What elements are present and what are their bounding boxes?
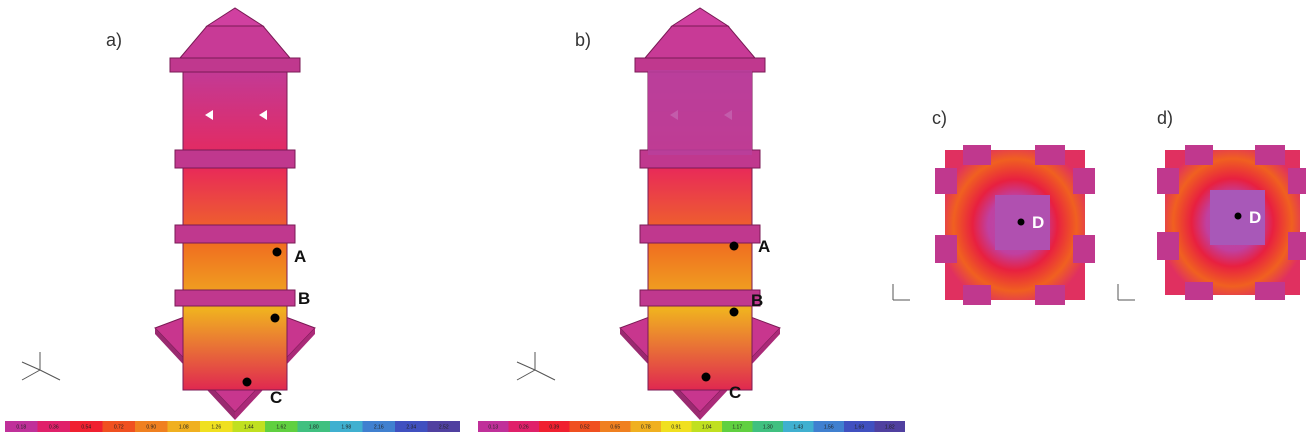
colorbar-label: 1.43	[793, 424, 803, 430]
colorbar-label: 0.18	[16, 424, 26, 430]
colorbar-label: 0.91	[671, 424, 681, 430]
panel-label: d)	[1157, 108, 1173, 128]
colorbars: 0.18 0.36 0.54 0.72 0.90 1.08 1.26 1.44 1.62 1.80…	[5, 421, 905, 432]
colorbar-label: 2.34	[406, 424, 416, 430]
colorbar-label: 1.44	[244, 424, 254, 430]
point-label: C	[729, 383, 741, 402]
colorbar-label: 0.65	[610, 424, 620, 430]
colorbar-label: 1.30	[763, 424, 773, 430]
colorbar-label: 0.26	[519, 424, 529, 430]
colorbar-label: 0.36	[49, 424, 59, 430]
colorbar-label: 0.13	[488, 424, 498, 430]
colorbar-label: 1.17	[732, 424, 742, 430]
point-label: A	[294, 247, 306, 266]
point-label: D	[1032, 213, 1044, 232]
colorbar-label: 1.62	[276, 424, 286, 430]
colorbar-label: 1.82	[885, 424, 895, 430]
point-label: D	[1249, 208, 1261, 227]
colorbar-label: 0.39	[549, 424, 559, 430]
panel-label: c)	[932, 108, 947, 128]
tower-model	[620, 8, 780, 420]
colorbar-label: 0.72	[114, 424, 124, 430]
colorbar-label: 1.69	[854, 424, 864, 430]
colorbar-label: 1.08	[179, 424, 189, 430]
plan-view	[935, 145, 1095, 305]
colorbar-label: 0.90	[146, 424, 156, 430]
point-label: A	[758, 237, 770, 256]
panel-label: a)	[106, 30, 122, 50]
tower-model	[155, 8, 315, 420]
colorbar-label: 1.80	[309, 424, 319, 430]
colorbar-label: 0.54	[81, 424, 91, 430]
point-label: C	[270, 388, 282, 407]
colorbar-label: 1.98	[341, 424, 351, 430]
panel-label: b)	[575, 30, 591, 50]
plan-view	[1157, 145, 1306, 300]
colorbar-label: 2.52	[439, 424, 449, 430]
colorbar-label: 0.52	[580, 424, 590, 430]
colorbar-label: 1.04	[702, 424, 712, 430]
colorbar-label: 1.56	[824, 424, 834, 430]
point-label: B	[751, 291, 763, 310]
colorbar-label: 2.16	[374, 424, 384, 430]
colorbar-label: 1.26	[211, 424, 221, 430]
point-label: B	[298, 289, 310, 308]
figure: a) b) c) d) A B C A B C D D 0.18 0.36 0.54…	[0, 0, 1311, 437]
colorbar-label: 0.78	[641, 424, 651, 430]
